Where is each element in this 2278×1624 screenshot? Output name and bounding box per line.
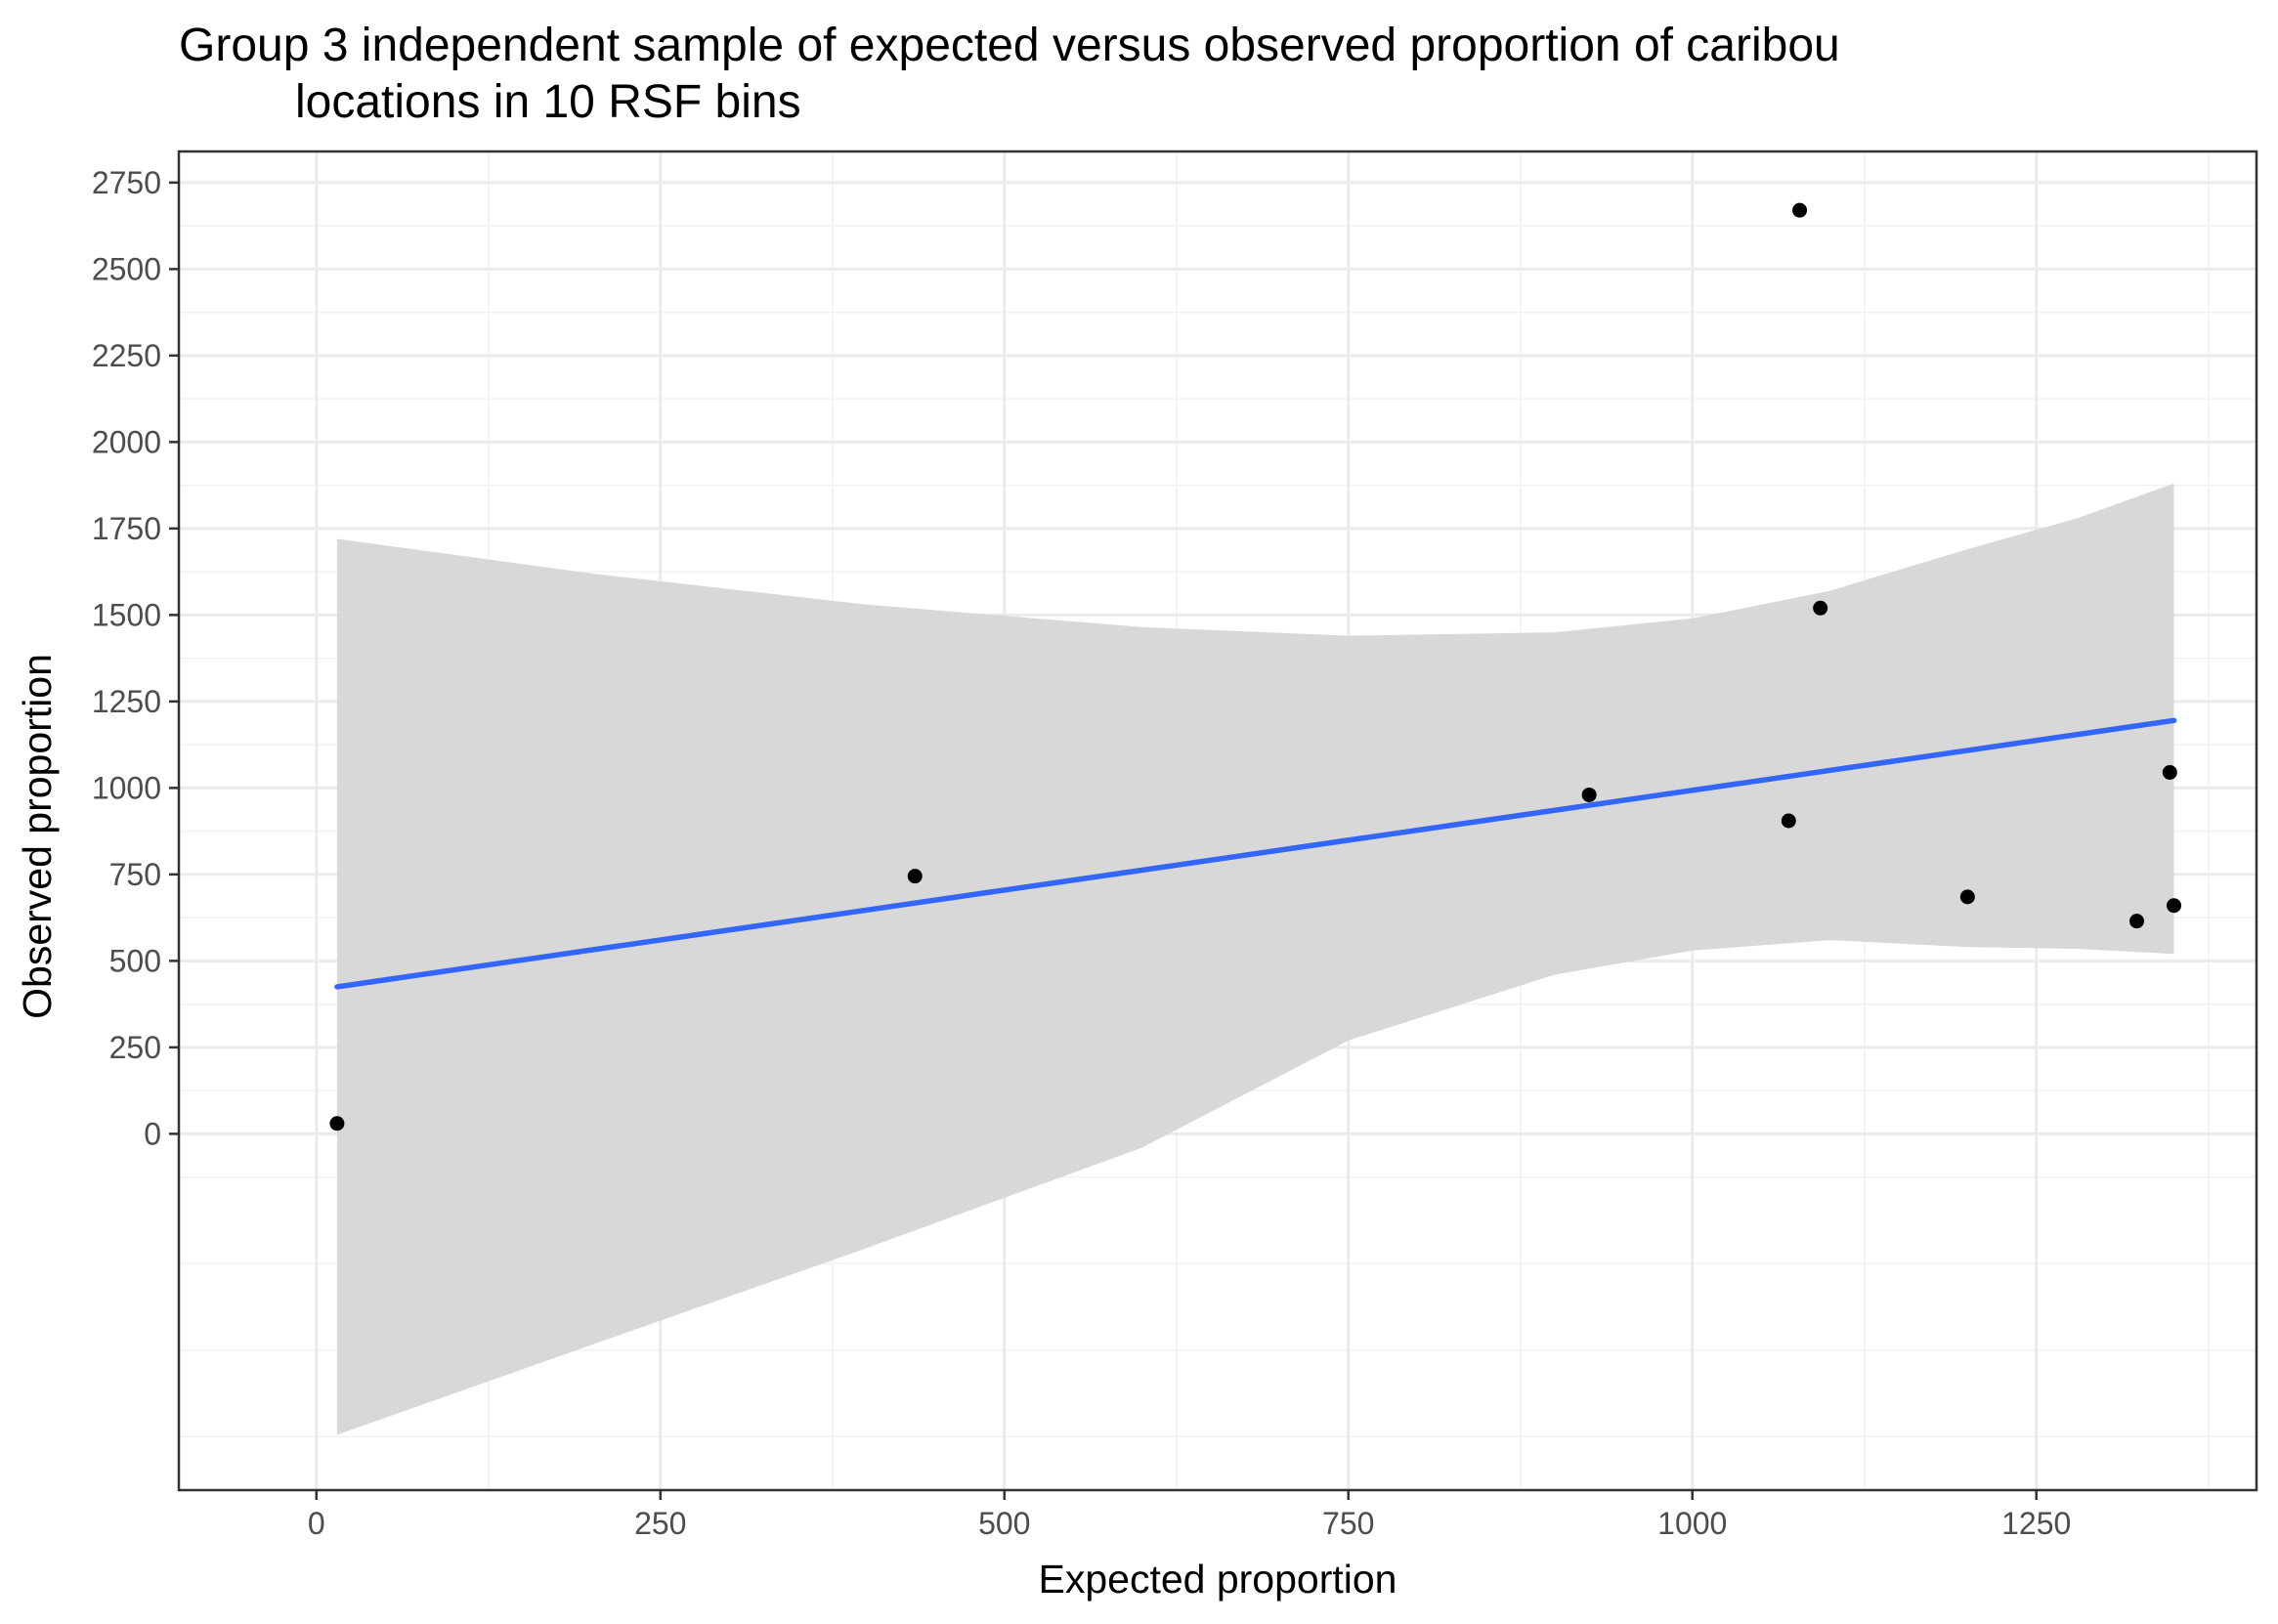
y-tick-label: 2250 [92, 338, 161, 373]
y-tick-label: 1750 [92, 511, 161, 546]
x-tick-label: 250 [634, 1506, 686, 1541]
y-tick-label: 500 [109, 943, 161, 978]
data-point [2167, 898, 2182, 914]
x-tick-label: 750 [1322, 1506, 1374, 1541]
x-tick-label: 1000 [1657, 1506, 1727, 1541]
y-tick-label: 2500 [92, 251, 161, 286]
x-tick-label: 500 [978, 1506, 1030, 1541]
x-axis: 0 250 500 750 1000 1250 [308, 1490, 2071, 1541]
data-point [1813, 600, 1828, 616]
data-point [2162, 764, 2177, 780]
y-tick-label: 750 [109, 857, 161, 892]
y-tick-label: 2000 [92, 424, 161, 459]
confidence-band [336, 483, 2174, 1435]
x-tick-label: 1250 [2001, 1506, 2071, 1541]
data-points [329, 202, 2182, 1132]
y-tick-label: 1000 [92, 770, 161, 805]
data-point [329, 1116, 345, 1132]
y-tick-label: 2750 [92, 165, 161, 200]
chart-title-line-2: locations in 10 RSF bins [295, 76, 801, 128]
data-point [2129, 914, 2145, 929]
data-point [1792, 202, 1808, 218]
chart-title-line-1: Group 3 independent sample of expected v… [179, 20, 1840, 71]
y-axis: 0 250 500 750 1000 1250 1500 1750 2000 2250 2500 27… [92, 165, 179, 1151]
y-tick-label: 1250 [92, 684, 161, 719]
x-tick-label: 0 [308, 1506, 325, 1541]
panel-border [177, 150, 2258, 1492]
data-point [1581, 787, 1597, 802]
data-point [907, 869, 923, 884]
x-axis-title: Expected proportion [1039, 1557, 1397, 1602]
y-tick-label: 0 [144, 1116, 161, 1151]
y-tick-label: 1500 [92, 597, 161, 632]
y-axis-title: Observed proportion [15, 654, 60, 1019]
data-point [1781, 813, 1796, 829]
regression-line [334, 717, 2177, 990]
data-point [1959, 889, 1975, 905]
y-tick-label: 250 [109, 1030, 161, 1065]
